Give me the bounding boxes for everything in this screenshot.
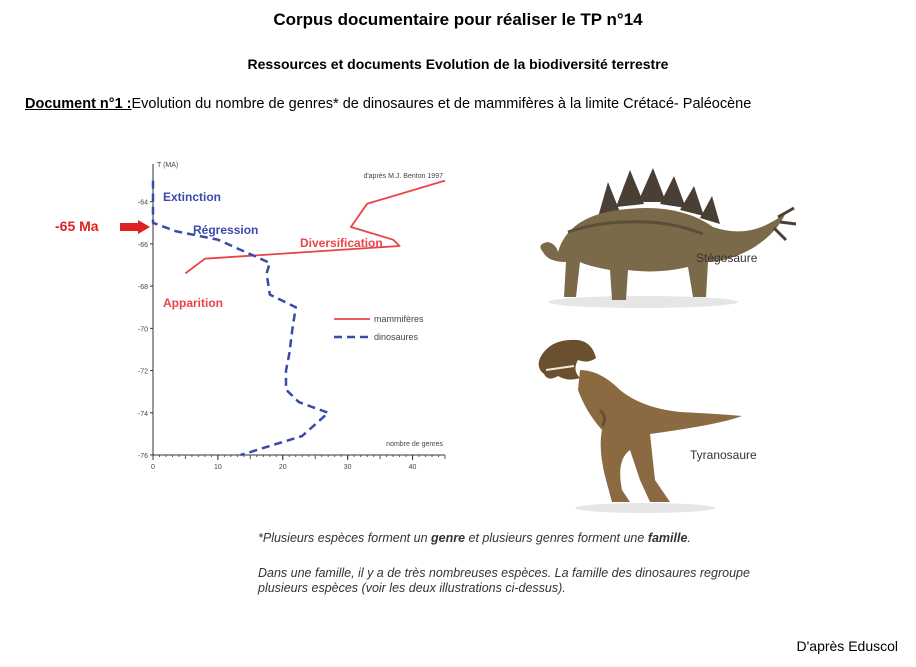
document-description: Evolution du nombre de genres* de dinosa… [131, 96, 752, 112]
y-tick-label: -66 [138, 242, 148, 249]
x-tick-label: 20 [279, 464, 287, 471]
page-title: Corpus documentaire pour réaliser le TP … [273, 10, 643, 29]
page-subtitle: Ressources et documents Evolution de la … [247, 56, 669, 72]
stegosaurus-illustration [540, 168, 797, 308]
note-genre: genre [431, 531, 466, 545]
x-axis-label: nombre de genres [386, 441, 443, 448]
note-famille: famille [647, 531, 688, 545]
y-tick-label: -64 [138, 200, 148, 207]
y-tick-label: -74 [138, 411, 148, 418]
y-tick-label: -68 [138, 284, 148, 291]
annotation-2: Diversification [300, 236, 383, 250]
trex-illustration [538, 339, 742, 513]
series-line-dinosaures [151, 180, 330, 457]
y-tick-label: -72 [138, 369, 148, 376]
note-text: et plusieurs genres forment une [465, 531, 648, 545]
chart-source: d'après M.J. Benton 1997 [363, 173, 443, 180]
definition-note: *Plusieurs espèces forment un genre et p… [258, 531, 691, 546]
arrow-right-icon [120, 220, 150, 234]
chart-axes: T (MA) d'après M.J. Benton 1997 nombre de … [138, 162, 446, 471]
annotation-1: Régression [193, 223, 258, 237]
series-line-mammiferes [184, 179, 446, 275]
legend-label: mammifères [374, 314, 424, 324]
x-tick-label: 40 [409, 464, 417, 471]
source-credit: D'après Eduscol [796, 638, 899, 654]
family-note-line1: Dans une famille, il y a de très nombreu… [258, 566, 750, 580]
document-heading: Document n°1 :Evolution du nombre de gen… [25, 96, 751, 112]
marker-label: -65 Ma [55, 218, 99, 234]
y-tick-label: -70 [138, 326, 148, 333]
note-text: . [687, 531, 691, 545]
legend-label: dinosaures [374, 332, 419, 342]
family-note-line2: plusieurs espèces (voir les deux illustr… [258, 581, 566, 595]
y-axis-label: T (MA) [157, 162, 178, 169]
chart-annotations: Extinction Régression Diversification Appar… [163, 190, 383, 310]
trex-label: Tyranosaure [690, 448, 757, 462]
chart-series [151, 179, 446, 457]
y-tick-label: -76 [138, 453, 148, 460]
document-label: Document n°1 : [25, 96, 132, 112]
x-tick-label: 30 [344, 464, 352, 471]
annotation-0: Extinction [163, 190, 221, 204]
stegosaurus-label: Stégosaure [696, 251, 758, 265]
chart-legend: mammifères dinosaures [334, 314, 424, 342]
annotation-3: Apparition [163, 296, 223, 310]
note-text: *Plusieurs espèces forment un [258, 531, 432, 545]
x-tick-label: 10 [214, 464, 222, 471]
x-tick-label: 0 [151, 464, 155, 471]
